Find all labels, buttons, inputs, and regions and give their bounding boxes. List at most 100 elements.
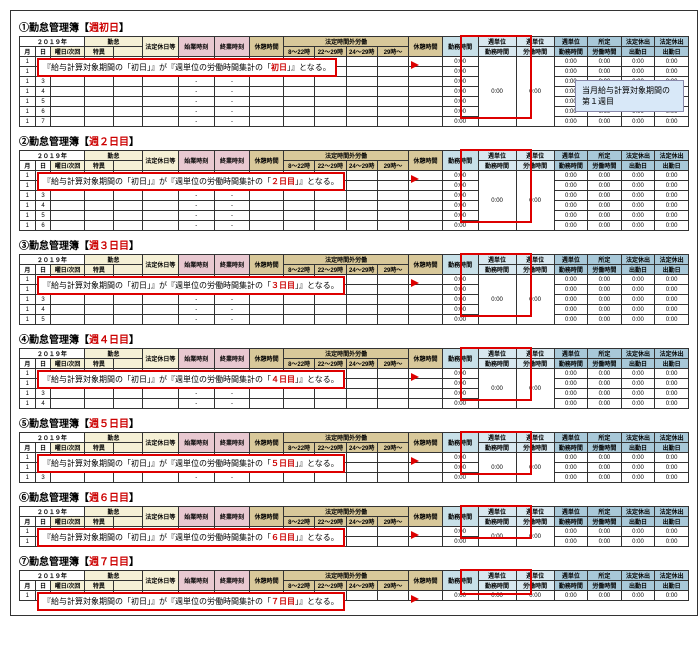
cell-wt: 0:00 (442, 305, 478, 315)
hdr-wkot: 労働時間 (516, 47, 554, 57)
cell-wt: 0:00 (442, 97, 478, 107)
hdr-shift: 勤怠 (84, 151, 142, 161)
hdr-otgrp: 法定時間外労働 (283, 255, 408, 265)
cell-wt: 0:00 (442, 191, 478, 201)
hdr-rs4: 出勤日 (655, 443, 689, 453)
hdr-rs3: 出勤日 (621, 47, 655, 57)
hdr-holtype: 法定休日等 (143, 255, 179, 275)
hdr-rs4: 出勤日 (655, 161, 689, 171)
hdr-b2: 22～29時 (315, 161, 346, 171)
hdr-r3: 法定休出 (621, 571, 655, 581)
hdr-shift: 勤怠 (84, 37, 142, 47)
callout-arrow-icon (411, 279, 419, 287)
hdr-brk2: 休憩時間 (409, 433, 443, 453)
hdr-d: 日 (35, 47, 51, 57)
hdr-sp: 特異 (84, 517, 113, 527)
cell-wt: 0:00 (442, 201, 478, 211)
hdr-rs1: 勤務時間 (554, 47, 588, 57)
hdr-dow: 曜日/次回 (51, 161, 85, 171)
hdr-r3: 法定休出 (621, 507, 655, 517)
hdr-rs2: 労働時間 (588, 517, 622, 527)
hdr-b1: 8～22時 (283, 265, 314, 275)
callout-box: 『給与計算対象期間の「初日」』が『週単位の労働時間集計の「５日目」』となる。 (37, 454, 345, 473)
hdr-start: 始業時刻 (178, 433, 214, 453)
cell-wk-ot: 0:00 (516, 527, 554, 547)
hdr-b1: 8～22時 (283, 161, 314, 171)
hdr-b2: 22～29時 (315, 359, 346, 369)
hdr-brk: 休憩時間 (250, 37, 284, 57)
hdr-wkot: 労働時間 (516, 161, 554, 171)
hdr-start: 始業時刻 (178, 571, 214, 591)
hdr-rs3: 出勤日 (621, 443, 655, 453)
hdr-brk2: 休憩時間 (409, 151, 443, 171)
hdr-year: ２０１９年 (20, 151, 85, 161)
cell-wk-wt: 0:00 (478, 369, 516, 409)
hdr-otgrp: 法定時間外労働 (283, 507, 408, 517)
hdr-m: 月 (20, 265, 36, 275)
hdr-rs2: 労働時間 (588, 581, 622, 591)
hdr-wt: 勤務時間 (442, 255, 478, 275)
hdr-sp2 (113, 443, 142, 453)
hdr-m: 月 (20, 581, 36, 591)
hdr-end: 終業時刻 (214, 433, 250, 453)
hdr-r2: 所定 (588, 37, 622, 47)
hdr-b3: 24～29時 (346, 47, 377, 57)
hdr-wku: 週単位 (478, 571, 516, 581)
hdr-r1: 週単位 (554, 507, 588, 517)
hdr-holtype: 法定休日等 (143, 37, 179, 57)
hdr-wku: 週単位 (478, 349, 516, 359)
hdr-b3: 24～29時 (346, 517, 377, 527)
cell-wt: 0:00 (442, 453, 478, 463)
hdr-wku: 週単位 (478, 37, 516, 47)
hdr-rs2: 労働時間 (588, 443, 622, 453)
data-row: 17 -- 0:000:000:000:000:00 (20, 117, 689, 127)
hdr-m: 月 (20, 161, 36, 171)
hdr-dow: 曜日/次回 (51, 443, 85, 453)
hdr-r1: 週単位 (554, 151, 588, 161)
hdr-m: 月 (20, 359, 36, 369)
section-title: ③勤怠管理簿【週３日目】 (19, 237, 689, 252)
hdr-rs3: 出勤日 (621, 359, 655, 369)
hdr-year: ２０１９年 (20, 433, 85, 443)
cell-wt: 0:00 (442, 369, 478, 379)
hdr-shift: 勤怠 (84, 433, 142, 443)
hdr-b2: 22～29時 (315, 581, 346, 591)
callout-box: 『給与計算対象期間の「初日」』が『週単位の労働時間集計の「７日目」』となる。 (37, 592, 345, 611)
hdr-b2: 22～29時 (315, 443, 346, 453)
hdr-m: 月 (20, 443, 36, 453)
section-5: ⑤勤怠管理簿【週５日目】 ２０１９年 勤怠 法定休日等 始業時刻 終業時刻 休憩… (19, 415, 689, 483)
hdr-sp2 (113, 265, 142, 275)
hdr-m: 月 (20, 47, 36, 57)
hdr-wkwt: 勤務時間 (478, 47, 516, 57)
data-row: 13 -- 0:000:000:000:000:00 (20, 473, 689, 483)
hdr-r4: 法定休出 (655, 37, 689, 47)
cell-wk-ot: 0:00 (516, 171, 554, 231)
hdr-b2: 22～29時 (315, 517, 346, 527)
hdr-end: 終業時刻 (214, 349, 250, 369)
hdr-wkot: 労働時間 (516, 443, 554, 453)
table-wrap: ２０１９年 勤怠 法定休日等 始業時刻 終業時刻 休憩時間 法定時間外労働 休憩… (19, 570, 689, 601)
hdr-r2: 所定 (588, 433, 622, 443)
hdr-wku: 週単位 (478, 255, 516, 265)
hdr-sp2 (113, 359, 142, 369)
hdr-wt: 勤務時間 (442, 433, 478, 453)
hdr-start: 始業時刻 (178, 507, 214, 527)
hdr-holtype: 法定休日等 (143, 349, 179, 369)
callout-arrow-icon (411, 457, 419, 465)
hdr-r4: 法定休出 (655, 571, 689, 581)
cell-wt: 0:00 (442, 117, 478, 127)
cell-wk-ot: 0:00 (516, 369, 554, 409)
hdr-rs2: 労働時間 (588, 359, 622, 369)
hdr-b1: 8～22時 (283, 443, 314, 453)
section-4: ④勤怠管理簿【週４日目】 ２０１９年 勤怠 法定休日等 始業時刻 終業時刻 休憩… (19, 331, 689, 409)
hdr-brk: 休憩時間 (250, 433, 284, 453)
cell-wt: 0:00 (442, 107, 478, 117)
callout-arrow-icon (411, 175, 419, 183)
cell-wt: 0:00 (442, 57, 478, 67)
hdr-year: ２０１９年 (20, 37, 85, 47)
hdr-rs3: 出勤日 (621, 265, 655, 275)
hdr-wt: 勤務時間 (442, 37, 478, 57)
hdr-b4: 29時～ (377, 47, 408, 57)
hdr-rs1: 勤務時間 (554, 265, 588, 275)
hdr-brk2: 休憩時間 (409, 571, 443, 591)
